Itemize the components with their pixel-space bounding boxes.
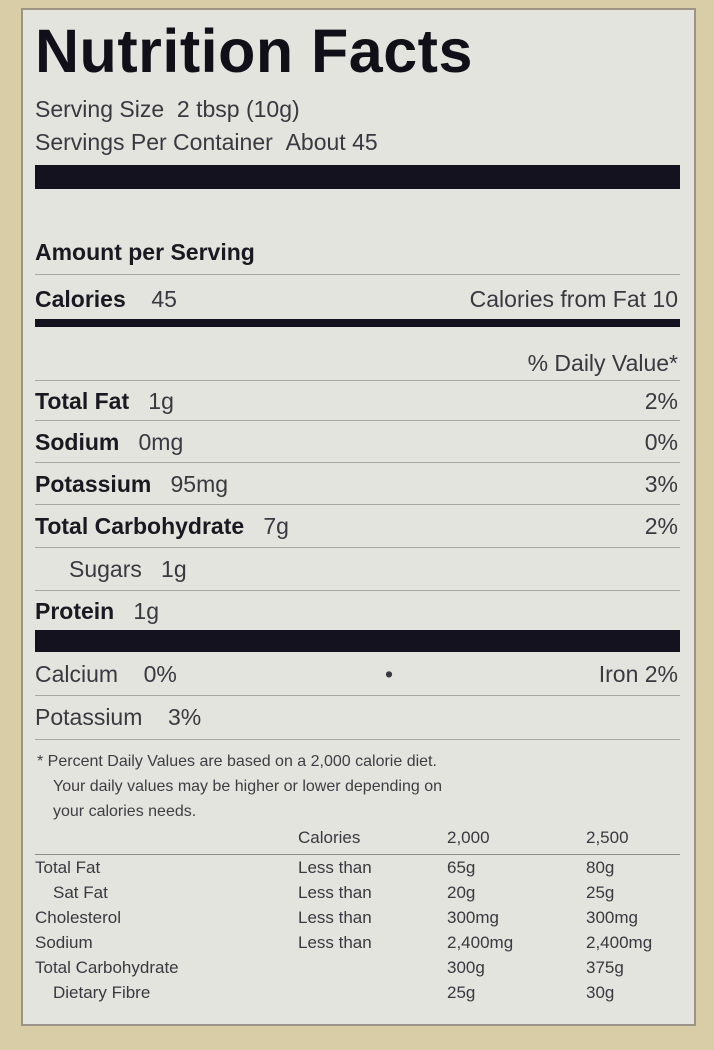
calcium-label: Calcium [35,661,119,687]
table-cell: 2,400mg [586,933,653,952]
divider [35,274,680,275]
divider [35,854,680,855]
thick-divider [35,630,680,652]
nutrient-row-protein: Protein 1g [35,598,678,628]
divider [35,695,680,696]
serving-size: Serving Size 2 tbsp (10g) [35,96,300,123]
table-cell: 20g [447,883,476,902]
servings-value: About 45 [285,129,378,155]
divider [35,420,680,421]
table-cell: 375g [586,958,624,977]
nutrient-amount: 7g [263,513,289,539]
nutrient-name: Sugars [69,556,142,582]
table-cell: Less than [298,858,372,877]
daily-value-header-row: % Daily Value* [35,350,678,380]
serving-size-label: Serving Size [35,96,165,122]
divider [35,504,680,505]
nutrient-name: Protein [35,598,115,624]
table-cell: 80g [586,858,615,877]
divider [35,590,680,591]
iron-value: Iron 2% [598,661,678,687]
nutrition-facts-label: Nutrition Facts Serving Size 2 tbsp (10g… [21,8,696,1026]
nutrient-amount: 1g [161,556,187,582]
servings-per-container: Servings Per Container About 45 [35,129,378,156]
nutrient-dv: 2% [644,513,678,539]
table-cell: Total Carbohydrate [35,958,179,977]
calories-value: 45 [151,286,177,312]
table-cell: 300mg [447,908,499,927]
nutrient-row-potassium: Potassium 95mg 3% [35,471,678,501]
table-cell: Less than [298,908,372,927]
medium-divider [35,319,680,327]
calories-row: Calories 45 Calories from Fat 10 [35,286,678,316]
footnote-line: your calories needs. [53,803,197,820]
divider [35,380,680,381]
bullet-separator: • [385,661,394,687]
table-cell: Sat Fat [53,883,108,902]
daily-value-header: % Daily Value* [527,350,678,376]
calories-label: Calories [35,286,126,312]
divider [35,739,680,740]
table-cell: Dietary Fibre [53,983,151,1002]
calories-from-fat: Calories from Fat 10 [469,286,678,312]
footnote-line: * Percent Daily Values are based on a 2,… [37,753,437,770]
nutrient-amount: 95mg [170,471,229,497]
nutrient-amount: 1g [148,388,174,414]
nutrient-name: Potassium [35,471,152,497]
table-cell: 2,400mg [447,933,514,952]
divider [35,462,680,463]
table-cell: 25g [586,883,615,902]
nutrient-row-total-carbohydrate: Total Carbohydrate 7g 2% [35,513,678,543]
potassium-value: 3% [167,704,202,730]
table-cell: 65g [447,858,476,877]
footnote-line: Your daily values may be higher or lower… [53,778,442,795]
potassium-row: Potassium 3% [35,704,678,734]
nutrient-amount: 0mg [138,429,184,455]
nutrient-dv: 0% [644,429,678,455]
table-cell: Less than [298,933,372,952]
calcium-value: 0% [143,661,177,687]
table-header: 2,500 [586,828,629,847]
table-cell: Total Fat [35,858,101,877]
table-cell: Sodium [35,933,93,952]
table-cell: 300mg [586,908,638,927]
nutrient-dv: 2% [644,388,678,414]
table-cell: 25g [447,983,476,1002]
servings-label: Servings Per Container [35,129,273,155]
table-header: Calories [298,828,361,847]
nutrient-row-sodium: Sodium 0mg 0% [35,429,678,459]
label-title: Nutrition Facts [35,17,473,85]
nutrient-dv: 3% [644,471,678,497]
table-header: 2,000 [447,828,490,847]
nutrient-name: Sodium [35,429,120,455]
nutrient-name: Total Fat [35,388,130,414]
table-cell: 300g [447,958,485,977]
nutrient-row-total-fat: Total Fat 1g 2% [35,388,678,418]
table-cell: Less than [298,883,372,902]
thick-divider [35,165,680,189]
calcium-iron-row: Calcium 0% • Iron 2% [35,661,678,691]
divider [35,547,680,548]
table-cell: Cholesterol [35,908,121,927]
table-cell: 30g [586,983,615,1002]
potassium-label: Potassium [35,704,143,730]
nutrient-name: Total Carbohydrate [35,513,245,539]
amount-per-serving: Amount per Serving [35,239,255,265]
serving-size-value: 2 tbsp (10g) [176,96,300,122]
nutrient-row-sugars: Sugars 1g [35,556,678,586]
nutrient-amount: 1g [133,598,159,624]
